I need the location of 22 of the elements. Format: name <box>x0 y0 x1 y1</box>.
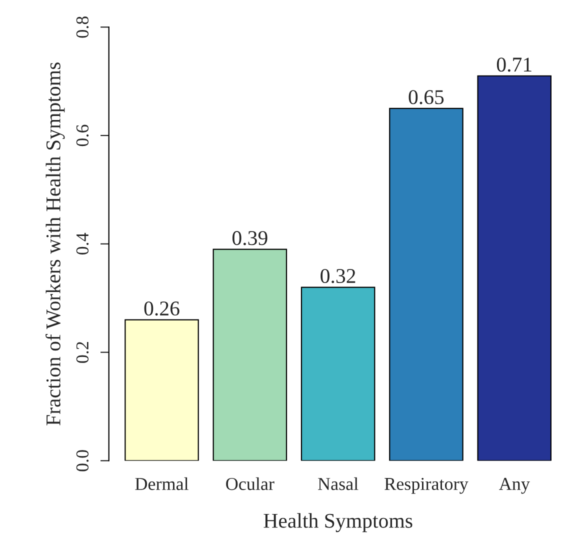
y-tick-label: 0.4 <box>76 232 89 254</box>
x-tick-label: Ocular <box>226 477 274 490</box>
y-tick-label: 0.0 <box>76 450 89 472</box>
y-tick-label: 0.2 <box>76 342 89 363</box>
y-axis-title: Fraction of Workers with Health Symptoms <box>46 62 65 426</box>
y-tick-label: 0.6 <box>76 124 89 146</box>
x-tick-label: Any <box>499 478 530 494</box>
x-tick-label: Dermal <box>135 477 188 490</box>
x-tick-label: Respiratory <box>384 478 468 494</box>
bar <box>477 75 552 461</box>
data-label: 0.65 <box>408 90 444 104</box>
data-label: 0.26 <box>144 301 180 316</box>
y-tick-label: 0.8 <box>76 16 89 38</box>
data-label: 0.39 <box>232 231 268 246</box>
data-label: 0.32 <box>320 268 356 284</box>
bar <box>212 248 288 461</box>
x-tick-label: Nasal <box>318 477 358 490</box>
x-axis-title: Health Symptoms <box>264 513 412 532</box>
data-label: 0.71 <box>496 58 532 72</box>
bar <box>389 108 464 461</box>
bar <box>124 319 199 461</box>
bar <box>300 286 376 461</box>
